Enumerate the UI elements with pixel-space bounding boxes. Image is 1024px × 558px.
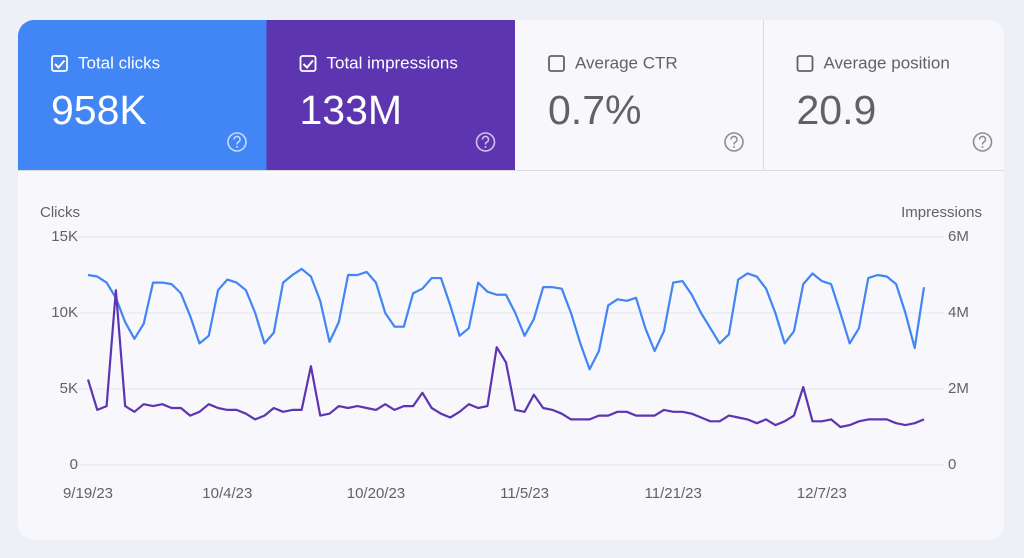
help-icon[interactable] — [724, 132, 744, 152]
card-label: Total impressions — [327, 53, 458, 72]
x-tick-label: 10/4/23 — [202, 485, 252, 502]
card-background — [763, 20, 1004, 170]
help-icon[interactable] — [227, 132, 247, 152]
x-tick-label: 11/21/23 — [645, 485, 702, 502]
checkmark — [54, 59, 66, 69]
x-tick-label: 12/7/23 — [797, 485, 847, 502]
help-glyph — [481, 135, 490, 145]
y2-tick-label: 0 — [948, 456, 956, 473]
card-label: Average position — [824, 53, 950, 72]
series-line — [86, 289, 925, 429]
checkmark — [302, 59, 314, 69]
help-dot — [733, 146, 735, 148]
help-dot — [236, 146, 238, 148]
checkbox[interactable] — [548, 55, 565, 72]
cards: Total clicks 958K Total impressions 133M Ave… — [18, 20, 1013, 170]
x-tick-label: 11/5/23 — [500, 485, 549, 502]
y-tick-label: 15K — [51, 228, 78, 245]
plot: 0 5K 10K 15K 0 2M 4M 6M 9/19/23 10/4/23 10/20/23 11… — [51, 228, 969, 502]
help-circle — [227, 132, 247, 152]
help-circle — [724, 132, 744, 152]
card-value: 0.7% — [548, 87, 641, 133]
y-tick-label: 5K — [60, 380, 78, 397]
card-background — [515, 20, 764, 170]
y2-tick-label: 4M — [948, 304, 969, 321]
y2-tick-label: 6M — [948, 228, 969, 245]
card-value: 133M — [300, 87, 403, 133]
x-tick-label: 9/19/23 — [63, 485, 113, 502]
y2-tick-label: 2M — [948, 380, 969, 397]
x-tick-label: 10/20/23 — [347, 485, 405, 502]
help-glyph — [233, 135, 241, 145]
checkbox[interactable] — [299, 55, 317, 72]
metric-card[interactable]: Total clicks 958K — [18, 20, 267, 170]
series-line — [87, 267, 926, 371]
checkbox[interactable] — [796, 55, 814, 72]
help-circle — [475, 132, 496, 152]
card-background — [266, 20, 515, 170]
help-icon[interactable] — [972, 132, 993, 152]
help-glyph — [978, 135, 987, 145]
help-glyph — [730, 135, 738, 145]
card-value: 20.9 — [797, 87, 877, 133]
y-tick-label: 10K — [51, 304, 78, 321]
metric-card[interactable]: Average position 20.9 — [763, 20, 1013, 170]
card-value: 958K — [51, 87, 147, 133]
checkbox[interactable] — [51, 55, 68, 72]
help-dot — [484, 146, 487, 148]
metric-card[interactable]: Average CTR 0.7% — [515, 20, 764, 170]
card-label: Total clicks — [78, 53, 160, 72]
y2-axis-title: Impressions — [901, 204, 982, 221]
help-circle — [972, 132, 993, 152]
card-label: Average CTR — [575, 53, 678, 72]
help-icon[interactable] — [475, 132, 496, 152]
card-background — [18, 20, 267, 170]
metric-card[interactable]: Total impressions 133M — [266, 20, 516, 170]
y-axis-title: Clicks — [40, 204, 80, 221]
help-dot — [981, 146, 984, 148]
y-tick-label: 0 — [70, 456, 78, 473]
